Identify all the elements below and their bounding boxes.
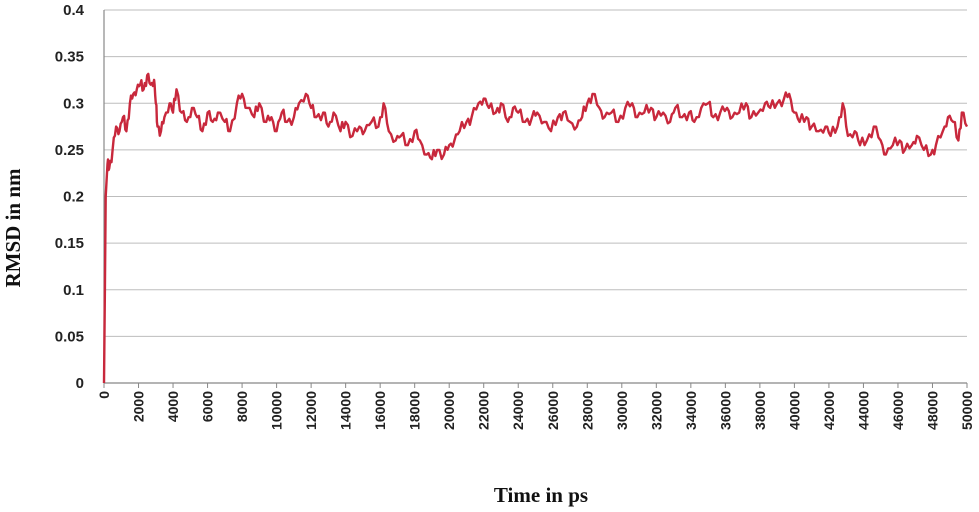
y-tick-label: 0.25: [55, 142, 84, 159]
x-tick-labels: 0 2000 4000 6000 8000 10000 12000 14000 16000 180…: [96, 391, 975, 430]
x-tick-label: 0: [96, 391, 112, 399]
y-tick-label: 0.35: [55, 49, 84, 66]
x-tick-label: 30000: [614, 391, 630, 430]
x-tick-label: 12000: [303, 391, 319, 430]
x-tick-label: 46000: [890, 391, 906, 430]
y-tick-label: 0: [76, 375, 84, 392]
x-tick-label: 8000: [234, 391, 250, 422]
x-axis-title: Time in ps: [494, 483, 588, 507]
x-tick-label: 36000: [717, 391, 733, 430]
x-tick-label: 4000: [165, 391, 181, 422]
x-tick-label: 20000: [441, 391, 457, 430]
x-tick-label: 16000: [372, 391, 388, 430]
grid-lines: [104, 9, 967, 337]
x-tick-label: 6000: [200, 391, 216, 422]
x-tick-label: 10000: [269, 391, 285, 430]
y-tick-label: 0.3: [63, 95, 84, 112]
x-tick-label: 2000: [131, 391, 147, 422]
y-tick-label: 0.15: [55, 235, 84, 252]
x-tick-label: 50000: [959, 391, 975, 430]
series-layer: [102, 72, 969, 384]
x-tick-label: 42000: [821, 391, 837, 430]
x-tick-label: 24000: [510, 391, 526, 430]
axes: [103, 10, 968, 388]
y-tick-label: 0.2: [63, 189, 84, 206]
x-tick-label: 14000: [338, 391, 354, 430]
x-tick-label: 18000: [407, 391, 423, 430]
y-tick-label: 0.1: [63, 282, 84, 299]
x-tick-label: 26000: [545, 391, 561, 430]
x-tick-label: 22000: [476, 391, 492, 430]
y-axis-title: RMSD in nm: [1, 168, 25, 288]
x-tick-label: 32000: [648, 391, 664, 430]
x-tick-label: 38000: [752, 391, 768, 430]
x-tick-label: 28000: [579, 391, 595, 430]
rmsd-series-line: [102, 72, 969, 384]
x-tick-label: 34000: [683, 391, 699, 430]
y-tick-label: 0.4: [63, 2, 85, 19]
x-tick-label: 40000: [786, 391, 802, 430]
x-tick-label: 48000: [924, 391, 940, 430]
y-tick-label: 0.05: [55, 328, 84, 345]
y-tick-labels: 0 0.05 0.1 0.15 0.2 0.25 0.3 0.35 0.4: [55, 2, 85, 392]
x-tick-label: 44000: [855, 391, 871, 430]
